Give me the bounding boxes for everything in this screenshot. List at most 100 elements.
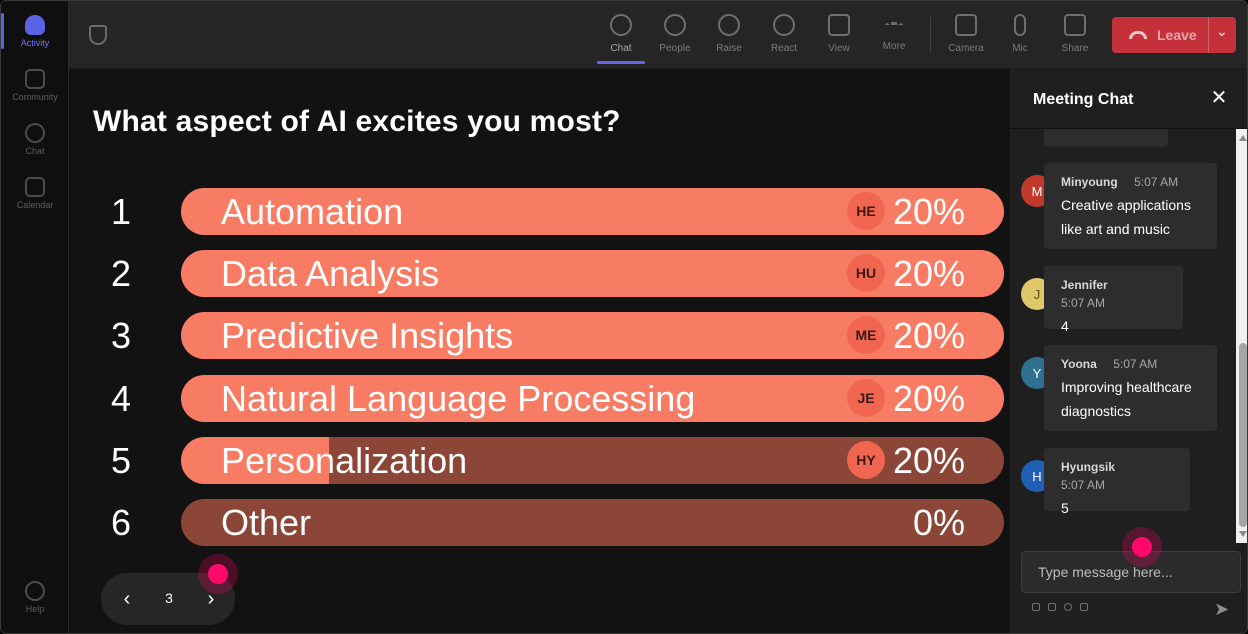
- option-percent: 20%: [892, 191, 965, 232]
- chat-message-input[interactable]: [1021, 551, 1241, 593]
- rail-item-chat[interactable]: Chat: [1, 113, 69, 165]
- scroll-up-icon[interactable]: [1239, 135, 1247, 141]
- rail-item-label: Community: [12, 91, 58, 102]
- message-bubble: Hyungsik 5:07 AM 5: [1044, 448, 1190, 516]
- toolbar-chat-button[interactable]: Chat: [595, 11, 647, 64]
- meeting-chat-panel: Meeting Chat ✕ M Minyoung 5:07 AM Creati…: [1009, 69, 1247, 633]
- emoji-icon[interactable]: [1064, 603, 1072, 611]
- chat-icon: [25, 122, 45, 143]
- toolbar-share-button[interactable]: Share: [1049, 11, 1101, 61]
- toolbar-button-label: Share: [1061, 43, 1089, 54]
- toolbar-button-label: Chat: [610, 43, 632, 54]
- chevron-down-icon[interactable]: ⌄: [1216, 23, 1228, 39]
- voter-badge: HE: [847, 192, 885, 230]
- toolbar-raise-button[interactable]: Raise: [703, 11, 755, 61]
- emoji-icon: [773, 14, 795, 36]
- rail-item-activity[interactable]: Activity: [1, 5, 69, 57]
- sender-name: Jennifer: [1061, 278, 1108, 292]
- option-bar: [181, 499, 1004, 546]
- option-label: Data Analysis: [221, 253, 440, 294]
- toolbar-button-label: React: [770, 43, 798, 54]
- sender-name: Hyungsik: [1061, 460, 1116, 474]
- poll-option: 5 Personalization HY 20%: [69, 437, 1009, 485]
- message-time: 5:07 AM: [1113, 357, 1158, 371]
- bell-icon: [25, 14, 45, 35]
- toolbar-people-button[interactable]: People: [649, 11, 701, 61]
- toolbar-button-label: More: [882, 41, 906, 52]
- option-number: 2: [110, 253, 132, 294]
- option-label: Other: [221, 502, 312, 543]
- rail-item-calendar[interactable]: Calendar: [1, 167, 69, 219]
- voter-badge: JE: [847, 379, 885, 417]
- chevron-right-icon[interactable]: ›: [207, 588, 215, 610]
- option-percent: 0%: [912, 502, 965, 543]
- option-percent: 20%: [892, 378, 965, 419]
- option-label: Personalization: [221, 440, 468, 481]
- toolbar-button-label: Raise: [716, 43, 742, 54]
- camera-off-icon: [955, 14, 977, 36]
- toolbar-more-button[interactable]: More: [868, 11, 920, 61]
- phone-hangup-icon: [1129, 31, 1147, 39]
- sender-name: Minyoung: [1061, 175, 1118, 189]
- poll-option: 3 Predictive Insights ME 20%: [69, 312, 1009, 360]
- toolbar-view-button[interactable]: View: [813, 11, 865, 61]
- format-toolbar: [1032, 603, 1096, 611]
- toolbar-button-label: View: [828, 43, 850, 54]
- option-label: Automation: [221, 191, 404, 232]
- message-time: 5:07 AM: [1134, 175, 1179, 189]
- scroll-thumb[interactable]: [1239, 343, 1247, 527]
- toolbar-camera-button[interactable]: Camera: [940, 11, 992, 61]
- shield-icon[interactable]: [89, 25, 107, 45]
- toolbar-button-label: People: [659, 43, 691, 54]
- voter-badge: HY: [847, 441, 885, 479]
- attach-icon[interactable]: [1048, 603, 1056, 611]
- message-text: 4: [1061, 318, 1069, 334]
- avatar-initial: H: [1032, 468, 1042, 484]
- previous-message-bubble: [1044, 129, 1168, 147]
- chat-icon: [610, 14, 632, 36]
- avatar-initial: Y: [1032, 365, 1042, 381]
- leave-button[interactable]: Leave ⌄: [1112, 17, 1236, 53]
- option-label: Natural Language Processing: [221, 378, 696, 419]
- app-rail: Activity Community Chat Calendar Help: [1, 1, 69, 633]
- toolbar-mic-button[interactable]: Mic: [994, 11, 1046, 61]
- share-icon: [1064, 14, 1086, 36]
- close-icon[interactable]: ✕: [1210, 87, 1228, 109]
- option-label: Predictive Insights: [221, 315, 514, 356]
- option-percent: 20%: [892, 253, 965, 294]
- message-bubble: Jennifer 5:07 AM 4: [1044, 266, 1183, 334]
- toolbar-react-button[interactable]: React: [758, 11, 810, 61]
- rail-item-community[interactable]: Community: [1, 59, 69, 111]
- mic-icon: [1014, 14, 1026, 36]
- send-icon[interactable]: ➤: [1214, 599, 1230, 619]
- option-number: 4: [110, 378, 132, 419]
- gif-icon[interactable]: [1080, 603, 1088, 611]
- option-percent: 20%: [892, 440, 965, 481]
- message-time: 5:07 AM: [1061, 478, 1106, 492]
- community-icon: [25, 68, 45, 89]
- option-number: 1: [110, 191, 132, 232]
- leave-divider: [1208, 17, 1209, 53]
- poll-slide: What aspect of AI excites you most? 1 Au…: [69, 69, 1009, 633]
- message-text: Improving healthcare diagnostics: [1061, 379, 1192, 419]
- avatar-initial: M: [1031, 183, 1043, 199]
- poll-question: What aspect of AI excites you most?: [93, 105, 621, 138]
- laser-pointer: [198, 554, 238, 594]
- toolbar-button-label: Camera: [948, 43, 984, 54]
- option-number: 5: [110, 440, 132, 481]
- chat-scrollbar[interactable]: [1236, 129, 1247, 543]
- laser-pointer: [1122, 527, 1162, 567]
- option-number: 6: [110, 502, 132, 543]
- voter-badge: ME: [847, 316, 885, 354]
- format-icon[interactable]: [1032, 603, 1040, 611]
- scroll-down-icon[interactable]: [1239, 531, 1247, 537]
- chat-message-list: M Minyoung 5:07 AM Creative applications…: [1010, 129, 1236, 543]
- grid-icon: [828, 14, 850, 36]
- rail-item-help[interactable]: Help: [1, 571, 69, 623]
- chat-header: Meeting Chat ✕: [1010, 69, 1247, 129]
- chevron-left-icon[interactable]: ‹: [123, 588, 131, 610]
- calendar-icon: [25, 176, 45, 197]
- hand-icon: [718, 14, 740, 36]
- message-bubble: Yoona 5:07 AM Improving healthcare diagn…: [1044, 345, 1217, 431]
